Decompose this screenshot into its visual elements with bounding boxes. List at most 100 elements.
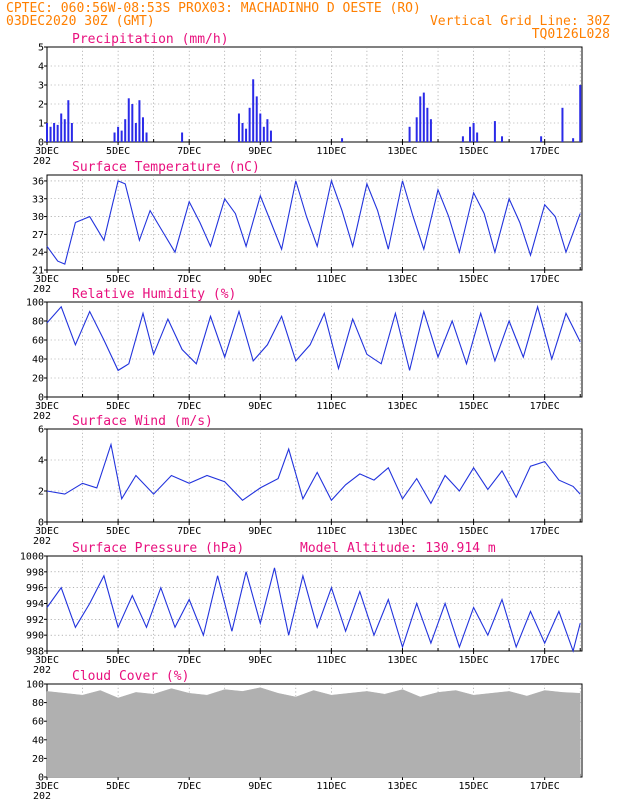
x-tick-label: 5DEC [106,146,130,157]
x-tick-label: 9DEC [248,655,272,666]
precip-bar [53,123,56,142]
x-year-label: 202 [33,284,51,295]
panel-6: 0 20 40 60 80 100 3DEC 5DEC 7DEC 9DEC 11DEC 13DEC 15… [26,669,583,800]
x-tick-label: 11DEC [316,655,346,666]
x-year-label: 202 [33,411,51,422]
y-tick-label: 21 [32,266,44,277]
x-tick-label: 15DEC [459,401,489,412]
precip-bar [476,132,479,142]
precip-bar [46,123,48,142]
x-tick-label: 17DEC [530,274,560,285]
x-tick-label: 15DEC [459,274,489,285]
x-tick-label: 11DEC [316,146,346,157]
y-tick-label: 60 [32,336,44,347]
precip-bar [113,132,116,142]
panel-frame [46,428,583,523]
cloud-cover-area [46,687,581,778]
model-altitude: Model Altitude: 130.914 m [300,541,496,556]
precip-bar [60,113,63,142]
precip-bar [117,126,120,142]
panel-title: Surface Temperature (nC) [72,160,260,175]
precip-bar [134,123,137,142]
x-year-label: 202 [33,665,51,676]
precip-bar [248,107,251,142]
panel-title: Precipitation (mm/h) [72,32,229,47]
x-tick-label: 13DEC [387,146,417,157]
x-tick-label: 5DEC [106,401,130,412]
y-tick-label: 60 [32,717,44,728]
y-tick-label: 994 [26,599,44,610]
x-tick-label: 15DEC [459,146,489,157]
precip-bar [49,126,52,142]
panel-frame [46,174,583,271]
x-tick-label: 17DEC [530,146,560,157]
y-tick-label: 0 [38,518,44,529]
x-year-label: 202 [33,536,51,547]
precip-bar [408,126,411,142]
panel-5: 988 990 992 994 996 998 1000 3DEC 5DEC 7DEC 9DEC 11… [20,541,583,676]
precip-bar [493,121,496,142]
x-tick-label: 3DEC [35,401,59,412]
panel-frame [46,301,583,398]
precip-bar [120,130,123,142]
precip-bar [472,123,475,142]
x-tick-label: 3DEC [35,526,59,537]
x-tick-label: 17DEC [530,401,560,412]
precip-bar [262,126,265,142]
y-tick-label: 40 [32,735,44,746]
precip-bar [245,128,248,142]
precip-bar [259,113,262,142]
x-tick-label: 3DEC [35,655,59,666]
x-tick-label: 5DEC [106,781,130,792]
header-date: 03DEC2020 30Z (GMT) [6,14,155,29]
x-tick-label: 9DEC [248,401,272,412]
precip-bar [561,107,564,142]
x-tick-label: 11DEC [316,781,346,792]
precip-bar [237,113,240,142]
precip-bar [419,96,422,142]
x-tick-label: 11DEC [316,401,346,412]
y-tick-label: 40 [32,355,44,366]
y-tick-label: 80 [32,698,44,709]
y-tick-label: 36 [32,176,44,187]
y-tick-label: 80 [32,317,44,328]
y-tick-label: 6 [38,425,44,436]
y-tick-label: 0 [38,393,44,404]
x-tick-label: 13DEC [387,401,417,412]
x-tick-label: 7DEC [177,781,201,792]
precip-bar [70,123,73,142]
x-tick-label: 15DEC [459,655,489,666]
x-tick-label: 3DEC [35,274,59,285]
precip-bar [127,98,130,142]
x-tick-label: 7DEC [177,146,201,157]
precip-bar [56,124,59,142]
precip-bar [579,85,582,142]
precip-bar [124,119,127,142]
precip-bar [341,138,344,142]
precip-bar [429,119,432,142]
series-line [46,442,581,505]
precip-bar [252,79,255,142]
x-tick-label: 13DEC [387,781,417,792]
x-tick-label: 7DEC [177,274,201,285]
precip-bar [572,138,575,142]
panel-3: 0 20 40 60 80 100 3DEC 5DEC 7DEC 9DEC 11DEC 13DEC 15… [26,287,583,422]
x-tick-label: 9DEC [248,274,272,285]
x-tick-label: 9DEC [248,146,272,157]
x-tick-label: 7DEC [177,655,201,666]
panel-1: 0 1 2 3 4 5 3DEC 5DEC 7DEC 9DEC 11DEC 13DEC 15DEC 17D… [33,32,583,167]
x-tick-label: 17DEC [530,526,560,537]
precip-bar [461,136,464,142]
panel-title: Cloud Cover (%) [72,669,189,684]
y-tick-label: 27 [32,230,44,241]
y-tick-label: 100 [26,298,44,309]
panel-title: Surface Pressure (hPa) [72,541,244,556]
precip-bar [67,100,70,142]
precip-bar [540,136,543,142]
y-tick-label: 992 [26,615,44,626]
x-tick-label: 5DEC [106,655,130,666]
y-tick-label: 5 [38,43,44,54]
header-station: CPTEC: 060:56W-08:53S PROX03: MACHADINHO… [6,1,421,16]
y-tick-label: 24 [32,248,44,259]
